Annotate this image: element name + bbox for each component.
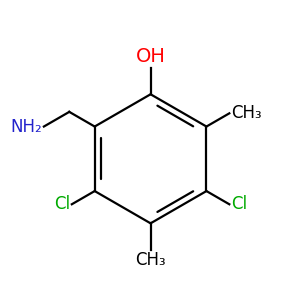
Text: Cl: Cl bbox=[231, 195, 248, 213]
Text: NH₂: NH₂ bbox=[10, 118, 42, 136]
Text: CH₃: CH₃ bbox=[135, 251, 166, 269]
Text: CH₃: CH₃ bbox=[231, 104, 262, 122]
Text: OH: OH bbox=[136, 47, 166, 66]
Text: Cl: Cl bbox=[54, 195, 70, 213]
